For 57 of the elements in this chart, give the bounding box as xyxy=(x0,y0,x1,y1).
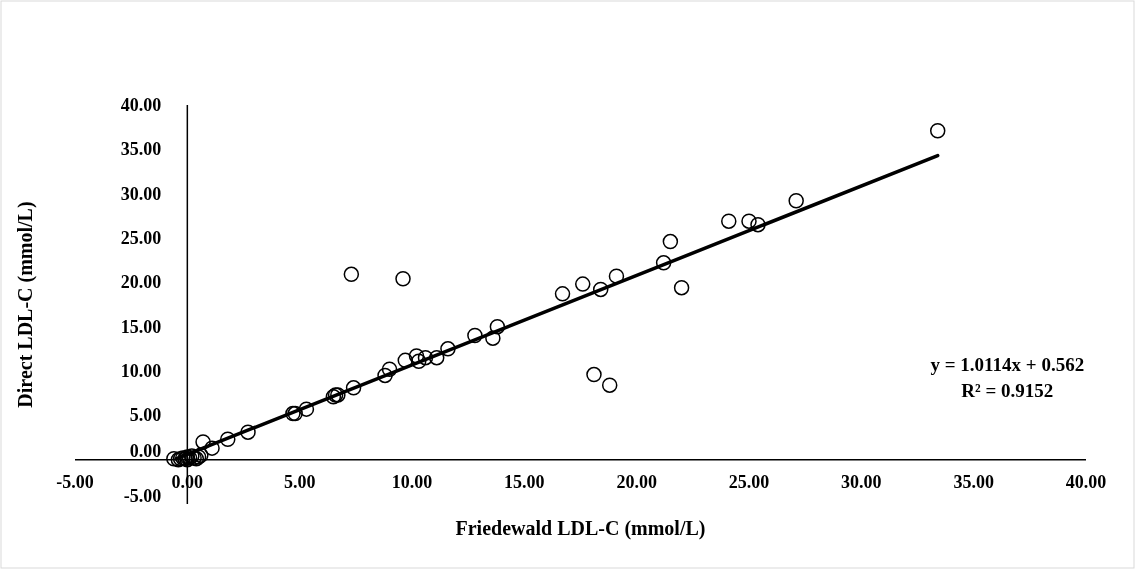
x-axis-title: Friedewald LDL-C (mmol/L) xyxy=(455,517,706,540)
y-tick-label: 40.00 xyxy=(120,95,162,115)
y-tick-label: 10.00 xyxy=(120,361,162,381)
point xyxy=(408,348,425,364)
x-tick-label: 15.00 xyxy=(504,471,545,492)
point xyxy=(428,349,445,366)
point xyxy=(554,286,571,302)
point xyxy=(655,255,672,271)
point xyxy=(204,440,220,456)
y-tick-label: 25.00 xyxy=(120,228,162,248)
x-tick-label: 5.00 xyxy=(283,471,316,492)
point xyxy=(608,268,625,284)
point xyxy=(410,353,427,369)
point xyxy=(601,377,618,393)
x-tick-label: 40.00 xyxy=(1065,471,1107,492)
point xyxy=(741,213,757,229)
point xyxy=(417,349,434,366)
y-axis-title: Direct LDL-C (mmol/L) xyxy=(14,201,37,408)
point xyxy=(195,434,211,450)
point xyxy=(467,327,483,344)
point xyxy=(381,361,398,377)
x-tick-label: 35.00 xyxy=(953,471,994,492)
x-tick-label: 10.00 xyxy=(391,471,433,492)
point xyxy=(397,352,414,369)
point xyxy=(345,380,362,396)
point xyxy=(721,213,737,229)
point xyxy=(788,193,804,209)
point xyxy=(377,367,393,384)
point xyxy=(662,233,679,250)
point xyxy=(929,122,946,139)
y-tick-label: 30.00 xyxy=(120,183,162,204)
x-tick-label: -5.00 xyxy=(56,471,94,492)
x-tick-label: 20.00 xyxy=(616,471,657,492)
point xyxy=(298,401,315,417)
point xyxy=(673,279,690,296)
point xyxy=(440,341,456,357)
y-tick-label: 20.00 xyxy=(120,272,162,293)
point xyxy=(395,271,411,287)
point xyxy=(750,216,766,233)
y-tick-label: 0.00 xyxy=(129,440,162,461)
y-tick-label: 35.00 xyxy=(120,139,162,160)
annotation: R² = 0.9152 xyxy=(961,380,1054,401)
point xyxy=(220,431,236,448)
point xyxy=(485,330,501,346)
point xyxy=(592,281,609,298)
point xyxy=(586,366,602,383)
x-tick-label: 25.00 xyxy=(728,471,770,492)
point xyxy=(166,451,182,467)
annotation: y = 1.0114x + 0.562 xyxy=(930,354,1085,375)
y-tick-label: 15.00 xyxy=(120,316,162,337)
x-tick-label: 30.00 xyxy=(841,471,882,492)
point xyxy=(575,276,591,292)
point xyxy=(240,424,256,440)
point xyxy=(343,266,360,283)
y-tick-label: 5.00 xyxy=(129,405,162,426)
point xyxy=(489,318,506,335)
y-tick-label: -5.00 xyxy=(123,486,162,506)
